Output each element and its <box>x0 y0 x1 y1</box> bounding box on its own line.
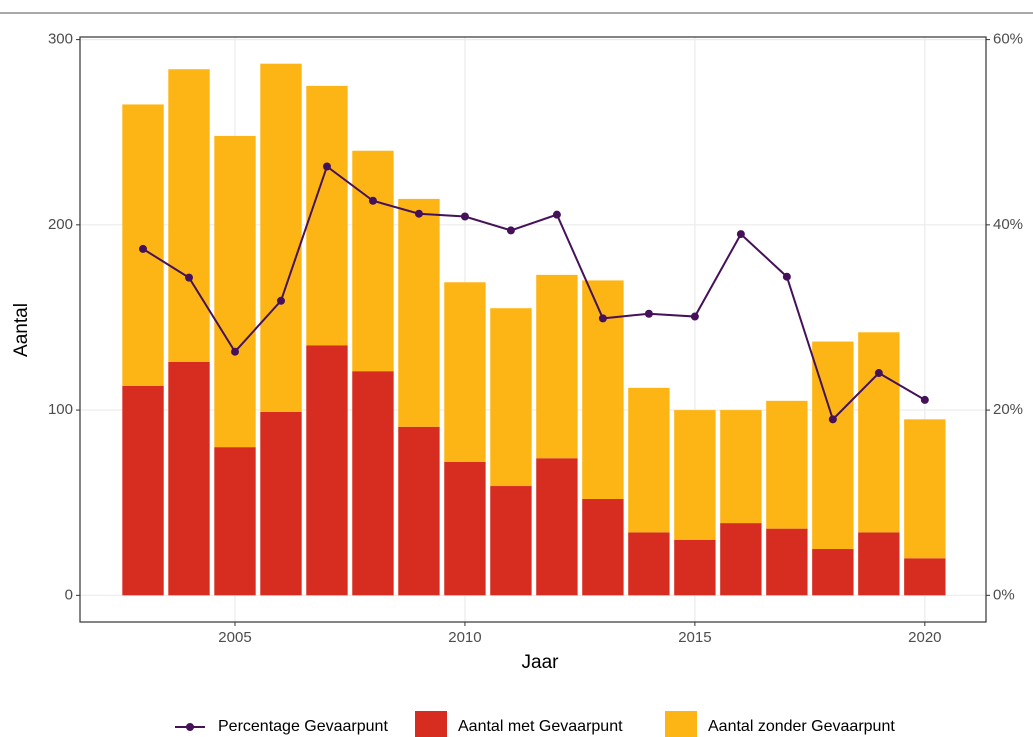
legend-text: Aantal zonder Gevaarpunt <box>708 718 895 735</box>
legend-key <box>186 723 194 731</box>
bar <box>904 558 946 596</box>
bar <box>858 332 900 533</box>
bar <box>766 528 808 596</box>
bar <box>398 426 440 596</box>
bar <box>214 447 256 596</box>
y-tick-label: 100 <box>48 401 73 418</box>
y-tick-label: 0 <box>65 586 73 603</box>
panel-border <box>79 36 987 623</box>
point <box>920 395 929 404</box>
point <box>782 272 791 281</box>
point <box>736 230 745 239</box>
bar <box>398 198 440 427</box>
bar <box>720 410 762 524</box>
x-tick-label: 2005 <box>218 629 251 646</box>
point <box>598 314 607 323</box>
y2-tick-label: 20% <box>993 401 1023 418</box>
bar <box>260 411 302 596</box>
line <box>142 164 926 422</box>
point <box>276 296 285 305</box>
bar <box>858 532 900 596</box>
bar <box>674 539 716 596</box>
point <box>828 415 837 424</box>
bar <box>766 400 808 529</box>
y2-tick-label: 60% <box>993 31 1023 48</box>
point <box>230 347 239 356</box>
point <box>184 273 193 282</box>
bar <box>260 63 302 412</box>
bar <box>582 280 624 499</box>
y-axis-title: Aantal <box>11 303 32 357</box>
bar <box>168 361 210 596</box>
point <box>139 244 148 253</box>
bar <box>444 461 486 596</box>
legend-key <box>665 711 697 737</box>
point <box>690 312 699 321</box>
bar <box>214 135 256 448</box>
point <box>874 369 883 378</box>
bar <box>536 274 578 459</box>
point <box>644 309 653 318</box>
x-axis-title: Jaar <box>522 652 560 673</box>
y2-tick-label: 40% <box>993 216 1023 233</box>
legend-text: Percentage Gevaarpunt <box>218 718 388 735</box>
bar <box>904 419 946 559</box>
bar <box>674 410 716 540</box>
bar <box>812 549 854 596</box>
point <box>368 196 377 205</box>
bar <box>628 387 670 533</box>
y-tick-label: 200 <box>48 216 73 233</box>
point <box>506 226 515 235</box>
bar <box>306 345 348 596</box>
bar <box>490 486 532 596</box>
point <box>322 162 331 171</box>
y2-tick-label: 0% <box>993 586 1015 603</box>
point <box>414 209 423 218</box>
bar <box>490 308 532 487</box>
x-tick-label: 2020 <box>908 629 941 646</box>
bar <box>122 385 164 596</box>
bar <box>352 371 394 596</box>
x-tick-label: 2015 <box>678 629 711 646</box>
bar <box>444 282 486 462</box>
bar <box>720 523 762 596</box>
legend-key <box>415 711 447 737</box>
point <box>460 212 469 221</box>
legend-text: Aantal met Gevaarpunt <box>458 718 623 735</box>
x-tick-label: 2010 <box>448 629 481 646</box>
bar <box>582 498 624 596</box>
bar <box>306 85 348 346</box>
bar <box>168 69 210 362</box>
bar <box>628 532 670 596</box>
point <box>552 210 561 219</box>
y-tick-label: 300 <box>48 31 73 48</box>
bar <box>536 458 578 596</box>
bar <box>352 150 394 372</box>
